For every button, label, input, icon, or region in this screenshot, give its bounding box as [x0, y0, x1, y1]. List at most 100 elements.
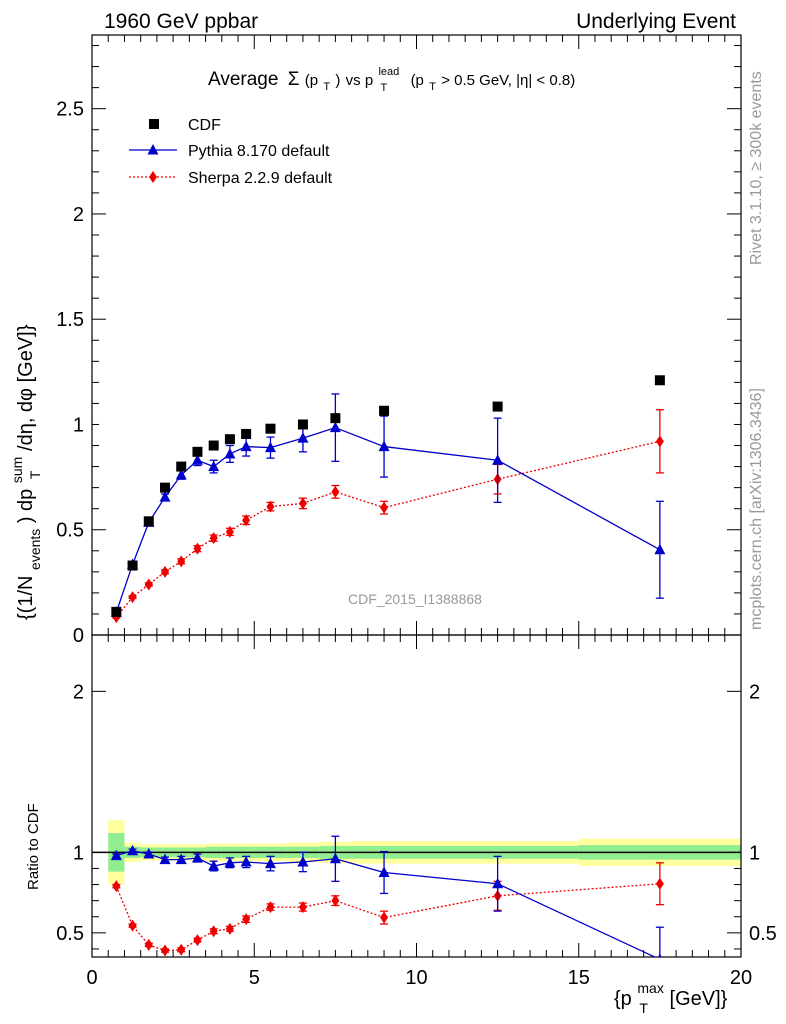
ratio-pythia-point [657, 953, 662, 957]
sherpa-point [242, 514, 251, 527]
ratio-sherpa-point [128, 919, 137, 932]
ratio-pythia-point [127, 844, 139, 856]
xlabel-sub: T [639, 1000, 648, 1016]
ylabel-main: {(1/N [15, 576, 37, 620]
y-tick-label: 2.5 [56, 99, 84, 121]
cdf-point [176, 461, 187, 472]
x-tick-label: 15 [568, 967, 590, 989]
ratio-sherpa-line [115, 883, 660, 952]
ratio-pythia-point [378, 866, 390, 877]
header-left: 1960 GeV ppbar [104, 10, 258, 33]
ratio-pythia-point [175, 853, 187, 865]
cdf-point [330, 413, 341, 424]
sherpa-point [161, 565, 170, 578]
ylabel-end: /dη, dφ [GeV]} [15, 324, 37, 451]
cdf-point [143, 516, 154, 527]
y-tick-label: 0 [73, 625, 84, 647]
ratio-sherpa-point [209, 925, 218, 938]
analysis-watermark: CDF_2015_I1388868 [348, 591, 482, 607]
ratio-y-tick-label: 0.5 [56, 923, 84, 945]
ratio-data [110, 835, 664, 957]
cdf-point [654, 375, 665, 386]
title-plead: p [365, 72, 373, 89]
pythia-point [159, 491, 171, 502]
title-plead-sub: T [381, 82, 388, 94]
y-tick-label: 1.5 [56, 309, 84, 331]
legend-marker-cdf [149, 119, 159, 129]
pythia-point [224, 447, 236, 459]
mcplots-label: mcplots.cern.ch [arXiv:1306.3436] [748, 388, 765, 630]
header-right: Underlying Event [576, 10, 736, 33]
sherpa-point [128, 591, 137, 604]
ratio-y-tick-label: 1 [73, 842, 84, 864]
ratio-sherpa-point [161, 944, 170, 957]
y-axis-label: {(1/N events ) dp sum T /dη, dφ [GeV]} [5, 324, 45, 620]
pythia-point [329, 421, 341, 433]
ratio-sherpa-point [266, 901, 275, 914]
ratio-sherpa-point [177, 943, 186, 956]
legend-label: Pythia 8.170 default [188, 143, 330, 160]
sherpa-point [177, 555, 186, 568]
legend: CDF Pythia 8.170 default Sherpa 2.2.9 defa… [129, 117, 333, 187]
sherpa-point [298, 497, 307, 510]
ratio-pythia-point [240, 856, 252, 867]
ratio-sherpa-point [242, 913, 251, 926]
ratio-pythia-point [297, 856, 309, 867]
y-tick-label: 0.5 [56, 520, 84, 542]
title-plead-sup: lead [378, 66, 399, 78]
ylabel-mid: ) dp [15, 489, 37, 523]
legend-marker-sherpa [149, 171, 157, 183]
pythia-point [175, 469, 187, 480]
sherpa-line [115, 440, 661, 618]
ratio-y-tick-label-right: 1 [749, 842, 760, 864]
x-tick-label: 5 [249, 967, 260, 989]
title-cut-sub: T [429, 81, 436, 93]
sherpa-point [193, 542, 202, 555]
legend-label: Sherpa 2.2.9 default [188, 170, 333, 187]
ylabel-sub: T [27, 470, 43, 479]
title-close: ) [335, 72, 340, 89]
ratio-y-axis-label: Ratio to CDF [25, 803, 42, 890]
x-tick-label: 10 [405, 967, 427, 989]
ratio-sherpa-point [225, 922, 234, 935]
ratio-pythia-point [143, 847, 155, 859]
x-axis-label: {p max T [GeV]} [614, 976, 728, 1018]
pythia-point [191, 454, 203, 465]
pythia-point [654, 543, 666, 555]
ylabel-sup: sum [9, 457, 25, 483]
title-main: Average [208, 69, 278, 90]
main-panel: 0 0.5 1 1.5 2 2.5 [56, 34, 742, 647]
title-pt-sub: T [323, 81, 330, 93]
cdf-point [192, 446, 203, 457]
ratio-pythia-point [208, 860, 220, 871]
sherpa-point [144, 578, 153, 591]
x-tick-label: 0 [86, 967, 97, 989]
rivet-label: Rivet 3.1.10, ≥ 300k events [748, 71, 765, 265]
title-sigma: Σ [288, 69, 300, 90]
ratio-sherpa-point [144, 938, 153, 951]
cdf-point [111, 606, 122, 617]
ratio-pythia-point [264, 857, 276, 869]
sherpa-point [655, 435, 664, 448]
y-tick-label: 2 [73, 204, 84, 226]
y-tick-label: 1 [73, 414, 84, 436]
ratio-y-tick-label-right: 0.5 [749, 923, 777, 945]
cdf-point [224, 434, 235, 445]
legend-label: CDF [188, 117, 221, 134]
pythia-point [378, 440, 390, 452]
ratio-y-tick-label: 2 [73, 681, 84, 703]
ratio-y-tick-label-right: 2 [749, 681, 760, 703]
ratio-pythia-point [110, 849, 122, 861]
sherpa-point [380, 501, 389, 514]
xlabel-open: {p [614, 988, 632, 1010]
main-data [110, 375, 666, 624]
cdf-point [265, 423, 276, 434]
cdf-point [127, 560, 138, 571]
sherpa-point [209, 532, 218, 545]
ratio-panel: 0 5 10 15 20 0.5 0.5 1 1 2 2 [56, 634, 777, 989]
title-cut-open: (p [411, 72, 424, 89]
pythia-point [264, 441, 276, 453]
ratio-pythia-point [159, 853, 171, 865]
x-tick-label: 20 [730, 967, 752, 989]
sherpa-point [225, 525, 234, 538]
